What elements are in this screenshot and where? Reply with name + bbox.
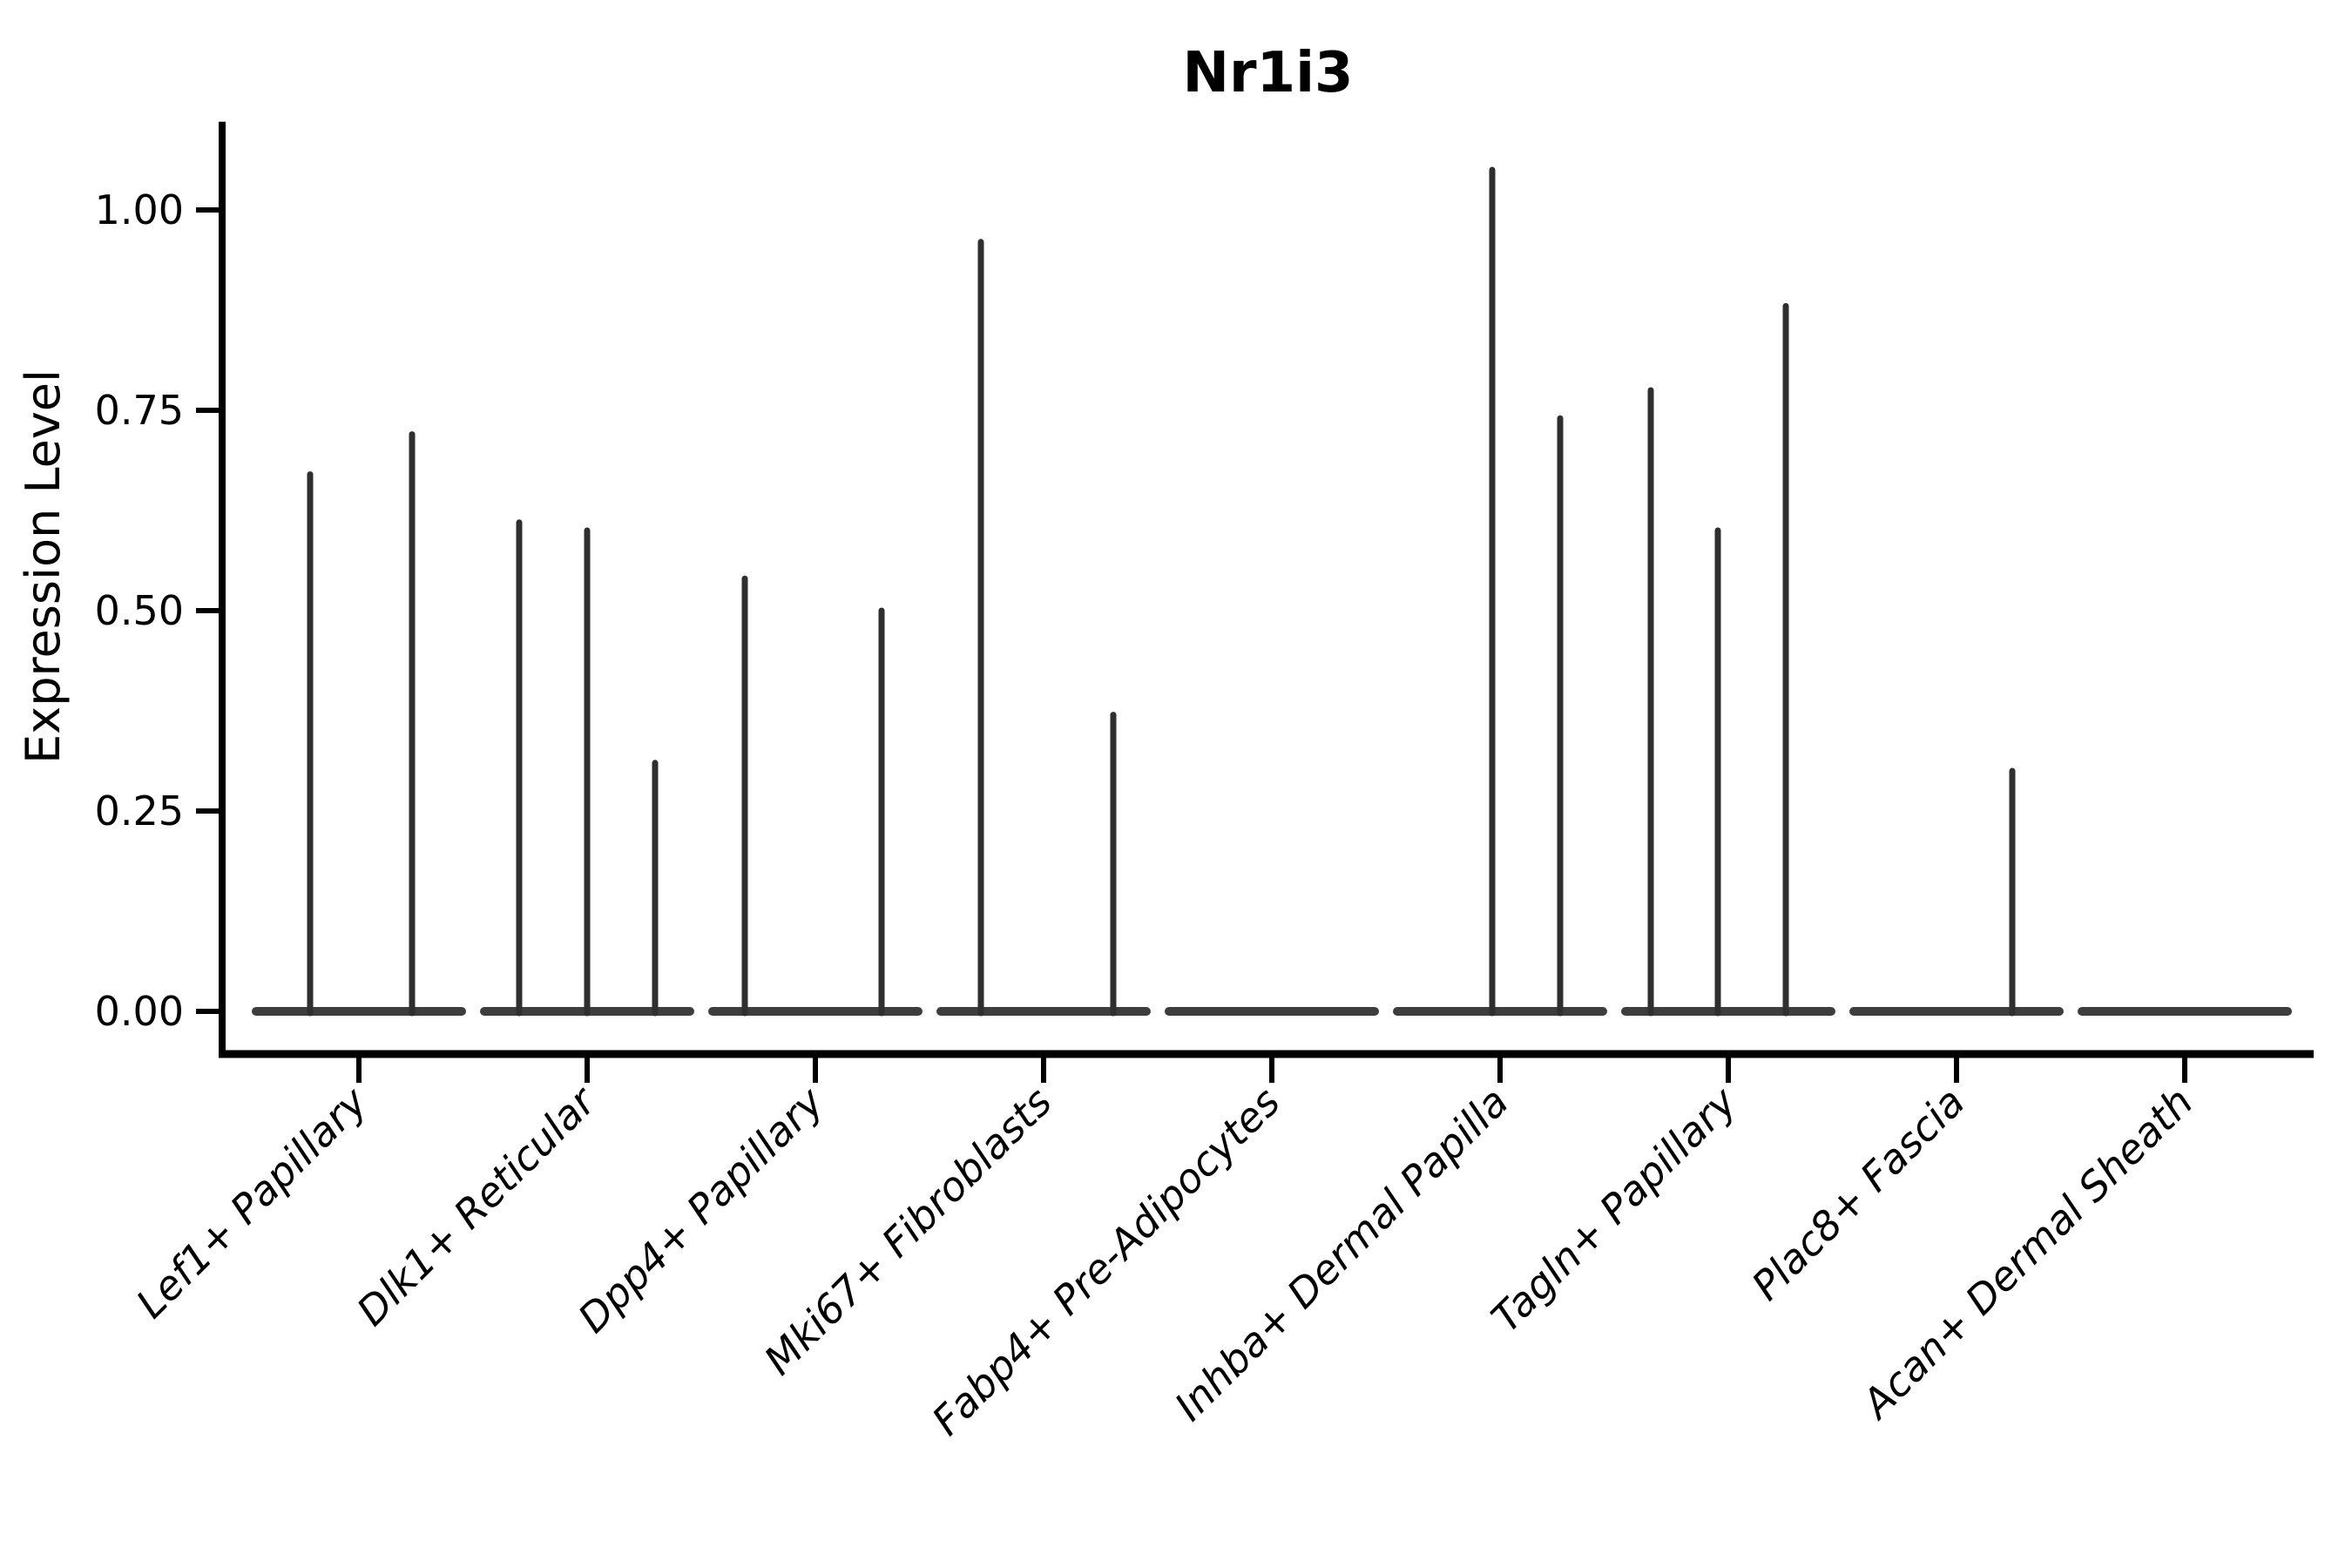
y-tick-label: 0.50 (95, 587, 184, 634)
y-tick-label: 0.75 (95, 387, 184, 434)
y-tick-label: 0.00 (95, 988, 184, 1035)
y-tick-label: 1.00 (95, 186, 184, 233)
chart-title: Nr1i3 (1182, 41, 1353, 105)
y-axis-label: Expression Level (16, 369, 71, 764)
y-tick-label: 0.25 (95, 787, 184, 835)
